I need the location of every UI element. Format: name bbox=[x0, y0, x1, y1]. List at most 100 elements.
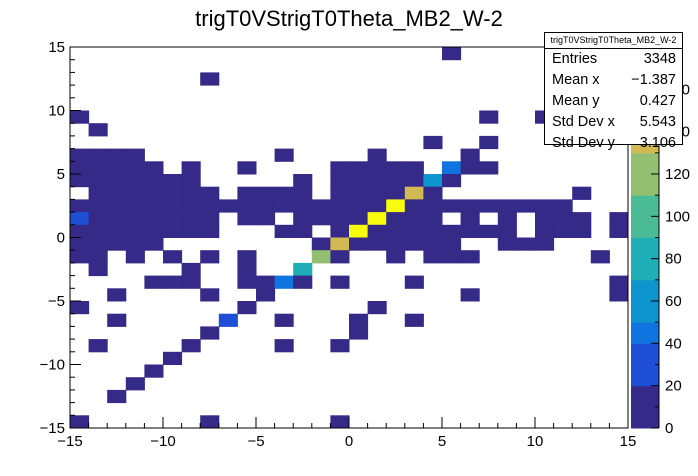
mean-x-label: Mean x bbox=[552, 72, 600, 88]
heatmap-cell bbox=[330, 174, 350, 188]
heatmap-cell bbox=[107, 389, 127, 404]
heatmap-cell bbox=[423, 224, 443, 238]
heatmap-cell bbox=[181, 161, 201, 175]
heatmap-cell bbox=[349, 224, 369, 238]
heatmap-cell bbox=[442, 199, 462, 213]
heatmap-cell bbox=[70, 415, 90, 429]
y-tick-label: −10 bbox=[40, 357, 65, 374]
heatmap-cell bbox=[237, 250, 257, 264]
heatmap-cell bbox=[553, 212, 573, 226]
color-scale-band bbox=[631, 152, 659, 175]
heatmap-cell bbox=[423, 174, 443, 188]
heatmap-cell bbox=[404, 161, 424, 175]
y-tick-label: 15 bbox=[48, 39, 65, 56]
heatmap-cell bbox=[125, 224, 145, 238]
stats-row-mean-x: Mean x −1.387 bbox=[545, 70, 682, 91]
std-dev-x-label: Std Dev x bbox=[552, 114, 615, 130]
heatmap-cell bbox=[163, 224, 183, 238]
x-tick-label: −15 bbox=[57, 433, 82, 450]
heatmap-cell bbox=[125, 174, 145, 188]
heatmap-cell bbox=[88, 123, 108, 137]
heatmap-cell bbox=[144, 161, 164, 175]
heatmap-cell bbox=[144, 174, 164, 188]
color-scale-band bbox=[631, 237, 659, 260]
heatmap-cell bbox=[144, 224, 164, 238]
heatmap-cell bbox=[572, 212, 592, 226]
std-dev-x-value: 5.543 bbox=[639, 114, 676, 130]
std-dev-y-value: 3.106 bbox=[639, 135, 676, 151]
heatmap-cell bbox=[349, 186, 369, 200]
heatmap-cell bbox=[311, 199, 331, 213]
heatmap-cell bbox=[330, 275, 350, 289]
heatmap-cell bbox=[386, 237, 406, 251]
heatmap-cell bbox=[535, 237, 555, 251]
heatmap-cell bbox=[367, 224, 387, 238]
heatmap-cell bbox=[200, 288, 220, 302]
heatmap-cell bbox=[423, 135, 443, 150]
heatmap-cell bbox=[423, 212, 443, 226]
y-tick-label: 5 bbox=[57, 166, 65, 183]
heatmap-cell bbox=[144, 212, 164, 226]
heatmap-cell bbox=[70, 250, 90, 264]
heatmap-cell bbox=[293, 212, 313, 226]
heatmap-cell bbox=[70, 199, 90, 213]
heatmap-cell bbox=[200, 250, 220, 264]
heatmap-cell bbox=[386, 174, 406, 188]
heatmap-cell bbox=[386, 186, 406, 200]
heatmap-cell bbox=[442, 224, 462, 238]
heatmap-cell bbox=[200, 212, 220, 226]
heatmap-cell bbox=[460, 199, 480, 213]
heatmap-cell bbox=[349, 237, 369, 251]
heatmap-cell bbox=[349, 313, 369, 327]
heatmap-cell bbox=[460, 148, 480, 162]
heatmap-cell bbox=[163, 351, 183, 365]
heatmap-cell bbox=[70, 237, 90, 251]
heatmap-cell bbox=[367, 199, 387, 213]
heatmap-cell bbox=[349, 212, 369, 226]
heatmap-cell bbox=[293, 199, 313, 213]
color-scale-label: 120 bbox=[665, 166, 690, 183]
x-tick-label: 0 bbox=[345, 433, 353, 450]
heatmap-cell bbox=[590, 250, 610, 264]
mean-y-value: 0.427 bbox=[639, 93, 676, 109]
heatmap-cell bbox=[404, 174, 424, 188]
heatmap-cell bbox=[404, 224, 424, 238]
heatmap-cell bbox=[88, 212, 108, 226]
heatmap-cell bbox=[70, 301, 90, 315]
heatmap-cell bbox=[163, 186, 183, 200]
x-tick-label: 15 bbox=[620, 433, 637, 450]
heatmap-cell bbox=[163, 174, 183, 188]
x-tick-label: 5 bbox=[438, 433, 446, 450]
heatmap-cell bbox=[404, 237, 424, 251]
heatmap-cell bbox=[144, 199, 164, 213]
y-axis: −15 −10 −5 0 5 10 15 bbox=[40, 39, 81, 437]
heatmap-cell bbox=[163, 250, 183, 264]
heatmap-cell bbox=[460, 250, 480, 264]
heatmap-cell bbox=[181, 212, 201, 226]
heatmap-cell bbox=[311, 250, 331, 264]
heatmap-cell bbox=[274, 148, 294, 162]
heatmap-cell bbox=[479, 199, 499, 213]
heatmap-cell bbox=[70, 224, 90, 238]
heatmap-cell bbox=[125, 250, 145, 264]
heatmap-cell bbox=[367, 161, 387, 175]
heatmap-cell bbox=[144, 186, 164, 200]
heatmap-cells bbox=[70, 47, 629, 429]
heatmap-cell bbox=[181, 224, 201, 238]
heatmap-cell bbox=[274, 224, 294, 238]
heatmap-cell bbox=[163, 275, 183, 289]
chart-title: trigT0VStrigT0Theta_MB2_W-2 bbox=[195, 6, 503, 31]
heatmap-cell bbox=[144, 237, 164, 251]
heatmap-cell bbox=[274, 339, 294, 353]
heatmap-cell bbox=[535, 212, 555, 226]
heatmap-cell bbox=[423, 237, 443, 251]
heatmap-cell bbox=[237, 199, 257, 213]
heatmap-cell bbox=[367, 237, 387, 251]
heatmap-cell bbox=[107, 313, 127, 327]
stats-box: trigT0VStrigT0Theta_MB2_W-2 Entries 3348… bbox=[544, 32, 683, 151]
heatmap-cell bbox=[460, 212, 480, 226]
heatmap-cell bbox=[497, 212, 517, 226]
heatmap-cell bbox=[274, 313, 294, 327]
heatmap-cell bbox=[404, 313, 424, 327]
heatmap-cell bbox=[107, 288, 127, 302]
